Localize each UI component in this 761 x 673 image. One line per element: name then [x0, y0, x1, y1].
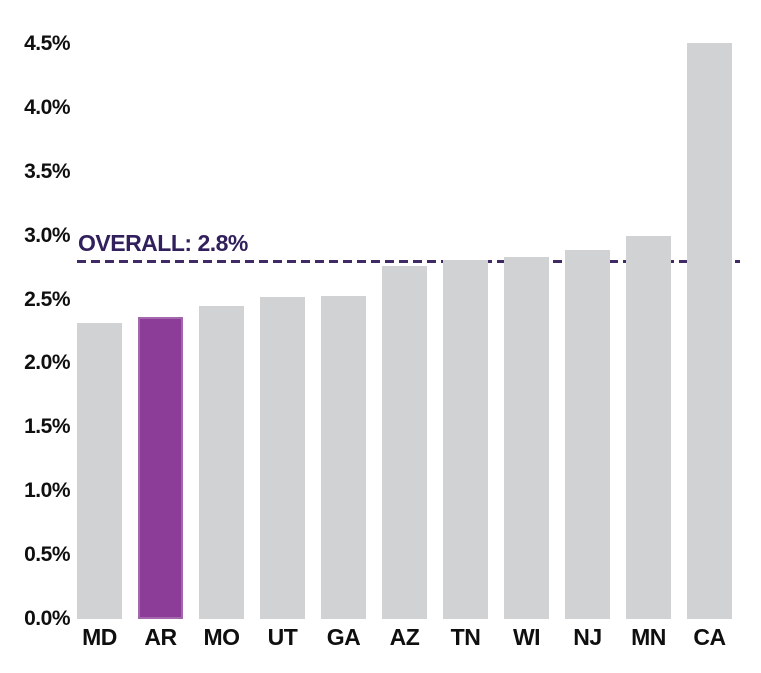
- x-axis: MD AR MO UT GA AZ TN WI NJ MN CA: [0, 624, 761, 654]
- x-axis-label-tn: TN: [450, 624, 481, 650]
- bar-nj: [565, 250, 610, 619]
- y-axis-tick-label: 4.5%: [24, 32, 70, 55]
- y-axis-tick-label: 2.5%: [24, 288, 70, 311]
- bar-tn: [443, 260, 488, 619]
- bar-ca: [687, 43, 732, 619]
- x-axis-label-ut: UT: [267, 624, 298, 650]
- bar-ar-highlighted: [138, 317, 183, 619]
- bar-ga: [321, 296, 366, 619]
- x-axis-label-mo: MO: [203, 624, 240, 650]
- y-axis-tick-label: 1.0%: [24, 479, 70, 502]
- bar-ut: [260, 297, 305, 619]
- x-axis-label-ga: GA: [326, 624, 361, 650]
- x-axis-label-ar: AR: [144, 624, 177, 650]
- y-axis-tick-label: 3.0%: [24, 224, 70, 247]
- bar-mo: [199, 306, 244, 619]
- bar-az: [382, 266, 427, 619]
- x-axis-label-ca: CA: [693, 624, 726, 650]
- x-axis-label-md: MD: [82, 624, 117, 650]
- overall-average-dashed-line: [77, 260, 740, 263]
- x-axis-label-az: AZ: [389, 624, 420, 650]
- y-axis-tick-label: 3.5%: [24, 160, 70, 183]
- bar-md: [77, 323, 122, 619]
- x-axis-label-nj: NJ: [573, 624, 602, 650]
- y-axis-tick-label: 2.0%: [24, 351, 70, 374]
- y-axis-tick-label: 4.0%: [24, 96, 70, 119]
- overall-average-label: OVERALL: 2.8%: [78, 230, 248, 256]
- x-axis-label-wi: WI: [512, 624, 541, 650]
- bar-wi: [504, 257, 549, 619]
- bar-mn: [626, 236, 671, 619]
- y-axis-tick-label: 1.5%: [24, 415, 70, 438]
- y-axis-tick-label: 0.0%: [24, 607, 70, 630]
- x-axis-label-mn: MN: [631, 624, 666, 650]
- y-axis-tick-label: 0.5%: [24, 543, 70, 566]
- y-axis: 4.5% 4.0% 3.5% 3.0% 2.5% 2.0% 1.5% 1.0% 0.5% 0.0%: [0, 0, 70, 673]
